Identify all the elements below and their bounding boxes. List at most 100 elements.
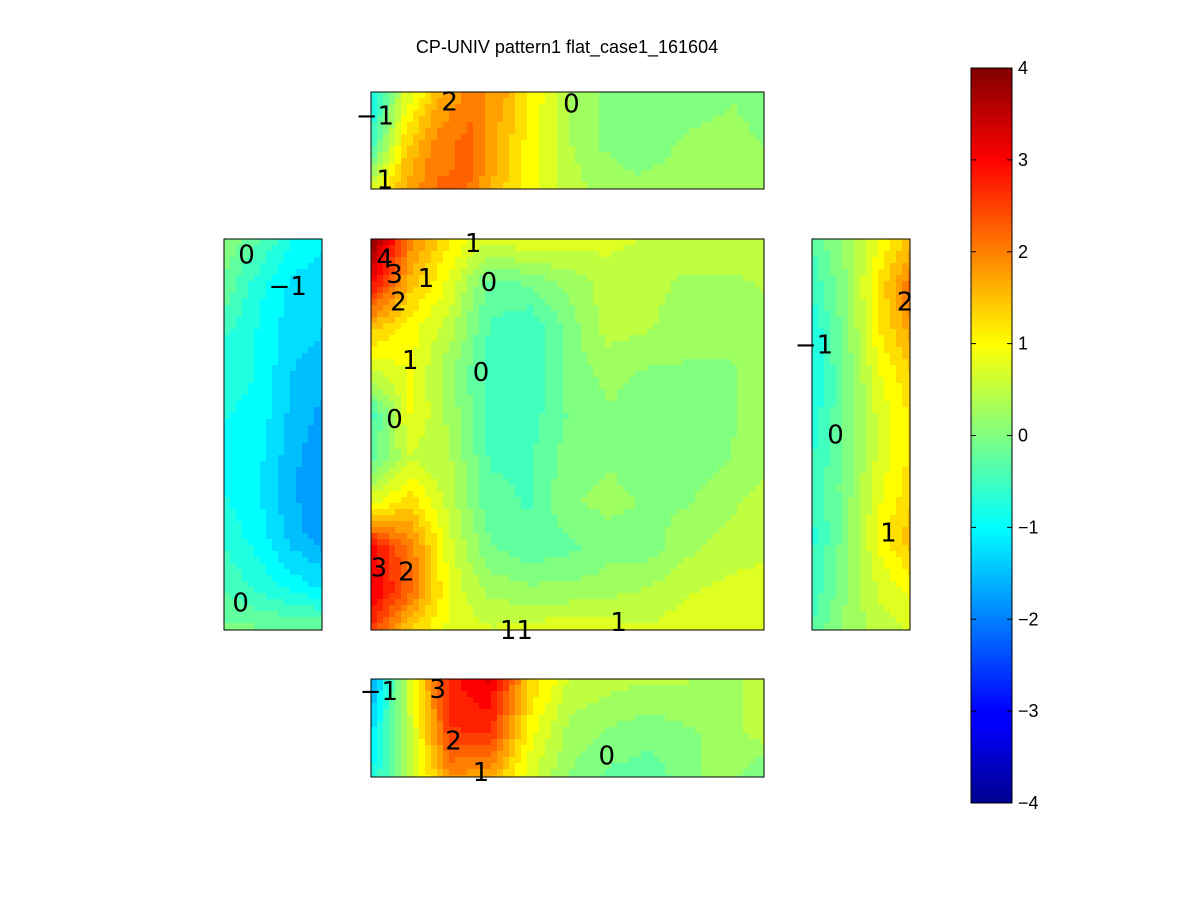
heatmap-cell xyxy=(551,377,558,384)
heatmap-cell xyxy=(437,128,444,135)
heatmap-cell xyxy=(545,245,552,252)
heatmap-cell xyxy=(569,347,576,354)
heatmap-cell xyxy=(545,479,552,486)
heatmap-cell xyxy=(473,371,480,378)
heatmap-cell xyxy=(509,305,516,312)
heatmap-cell xyxy=(467,269,474,276)
heatmap-cell xyxy=(236,377,243,384)
heatmap-cell xyxy=(473,176,480,183)
heatmap-cell xyxy=(653,425,660,432)
heatmap-cell xyxy=(248,413,255,420)
heatmap-cell xyxy=(320,611,323,618)
heatmap-cell xyxy=(635,347,642,354)
heatmap-cell xyxy=(671,275,678,282)
heatmap-cell xyxy=(461,449,468,456)
heatmap-cell xyxy=(308,251,315,258)
heatmap-cell xyxy=(224,593,231,600)
heatmap-cell xyxy=(677,365,684,372)
heatmap-cell xyxy=(665,341,672,348)
heatmap-cell xyxy=(653,158,660,165)
heatmap-cell xyxy=(755,305,762,312)
heatmap-cell xyxy=(761,317,765,324)
heatmap-cell xyxy=(377,461,384,468)
heatmap-cell xyxy=(629,473,636,480)
heatmap-cell xyxy=(467,329,474,336)
heatmap-cell xyxy=(413,323,420,330)
heatmap-cell xyxy=(677,257,684,264)
heatmap-cell xyxy=(425,92,432,99)
heatmap-cell xyxy=(479,275,486,282)
heatmap-cell xyxy=(575,299,582,306)
heatmap-cell xyxy=(395,134,402,141)
heatmap-cell xyxy=(593,479,600,486)
heatmap-cell xyxy=(272,551,279,558)
heatmap-cell xyxy=(308,341,315,348)
heatmap-cell xyxy=(569,389,576,396)
heatmap-cell xyxy=(497,122,504,129)
heatmap-cell xyxy=(455,455,462,462)
heatmap-cell xyxy=(314,479,321,486)
heatmap-cell xyxy=(266,539,273,546)
heatmap-cell xyxy=(395,395,402,402)
heatmap-cell xyxy=(248,407,255,414)
heatmap-cell xyxy=(248,383,255,390)
heatmap-cell xyxy=(605,437,612,444)
heatmap-cell xyxy=(371,134,378,141)
heatmap-cell xyxy=(401,245,408,252)
heatmap-cell xyxy=(581,92,588,99)
heatmap-cell xyxy=(254,425,261,432)
heatmap-cell xyxy=(497,377,504,384)
heatmap-cell xyxy=(236,605,243,612)
heatmap-cell xyxy=(563,239,570,246)
heatmap-cell xyxy=(455,269,462,276)
heatmap-cell xyxy=(278,575,285,582)
heatmap-cell xyxy=(230,257,237,264)
heatmap-cell xyxy=(242,401,249,408)
heatmap-cell xyxy=(314,257,321,264)
heatmap-cell xyxy=(623,341,630,348)
heatmap-cell xyxy=(479,383,486,390)
heatmap-cell xyxy=(623,245,630,252)
heatmap-cell xyxy=(290,623,297,630)
heatmap-cell xyxy=(389,311,396,318)
heatmap-cell xyxy=(248,419,255,426)
heatmap-cell xyxy=(236,623,243,630)
heatmap-cell xyxy=(605,449,612,456)
heatmap-cell xyxy=(731,98,738,105)
heatmap-cell xyxy=(743,413,750,420)
heatmap-cell xyxy=(653,245,660,252)
heatmap-cell xyxy=(497,305,504,312)
heatmap-cell xyxy=(521,293,528,300)
heatmap-cell xyxy=(677,245,684,252)
heatmap-cell xyxy=(485,263,492,270)
heatmap-cell xyxy=(671,176,678,183)
heatmap-cell xyxy=(383,92,390,99)
heatmap-cell xyxy=(308,623,315,630)
heatmap-cell xyxy=(605,158,612,165)
heatmap-cell xyxy=(296,341,303,348)
heatmap-cell xyxy=(389,164,396,171)
heatmap-cell xyxy=(587,431,594,438)
heatmap-cell xyxy=(254,587,261,594)
heatmap-cell xyxy=(533,293,540,300)
heatmap-cell xyxy=(401,485,408,492)
heatmap-cell xyxy=(743,281,750,288)
heatmap-cell xyxy=(761,158,765,165)
heatmap-cell xyxy=(737,395,744,402)
heatmap-cell xyxy=(395,92,402,99)
heatmap-cell xyxy=(509,425,516,432)
heatmap-cell xyxy=(755,245,762,252)
heatmap-cell xyxy=(629,329,636,336)
heatmap-cell xyxy=(461,98,468,105)
heatmap-cell xyxy=(521,164,528,171)
heatmap-cell xyxy=(248,263,255,270)
heatmap-cell xyxy=(254,365,261,372)
heatmap-cell xyxy=(254,251,261,258)
heatmap-cell xyxy=(527,407,534,414)
heatmap-cell xyxy=(557,116,564,123)
heatmap-cell xyxy=(527,257,534,264)
heatmap-cell xyxy=(461,122,468,129)
heatmap-cell xyxy=(725,359,732,366)
heatmap-cell xyxy=(473,485,480,492)
heatmap-cell xyxy=(395,239,402,246)
